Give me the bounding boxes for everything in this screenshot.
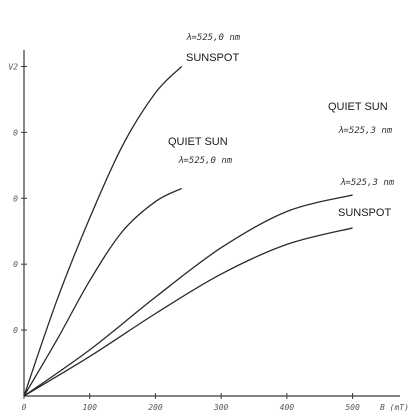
y-tick-label: 0	[13, 128, 18, 137]
x-tick-label: 200	[148, 403, 163, 412]
series-quiet-5253	[23, 194, 353, 397]
wavelength-label: λ=525,0 nm	[186, 33, 241, 43]
series-sunspot-5253	[23, 227, 353, 397]
x-tick-label: 400	[280, 403, 295, 412]
axes	[23, 50, 400, 397]
labels: λ=525,0 nm SUNSPOT λ=525,0 nm QUIET SUN λ=52…	[168, 33, 395, 219]
series-name-label: QUIET SUN	[168, 136, 228, 148]
y-tick-label: 0	[13, 326, 18, 335]
wavelength-label: λ=525,0 nm	[178, 156, 233, 166]
curves	[23, 66, 353, 397]
y-tick-label: 0	[13, 260, 18, 269]
ticks: 0 100 200 300 400 500 B (mT) V2 0 0 0 0	[8, 62, 408, 412]
series-name-label: SUNSPOT	[338, 207, 391, 219]
series-name-label: QUIET SUN	[328, 101, 388, 113]
series-quiet-5250	[23, 187, 183, 397]
x-tick-label: 300	[213, 403, 229, 412]
y-tick-label: V2	[8, 62, 18, 71]
wavelength-label: λ=525,3 nm	[338, 126, 393, 136]
x-tick-label: 500	[345, 403, 360, 412]
x-tick-label: 0	[22, 403, 27, 412]
wavelength-label: λ=525,3 nm	[340, 178, 395, 188]
series-name-label: SUNSPOT	[186, 52, 239, 64]
series-sunspot-5250	[23, 66, 183, 397]
y-tick-label: 0	[13, 194, 18, 203]
x-tick-label: 100	[82, 403, 97, 412]
x-axis-label: B (mT)	[380, 403, 408, 412]
